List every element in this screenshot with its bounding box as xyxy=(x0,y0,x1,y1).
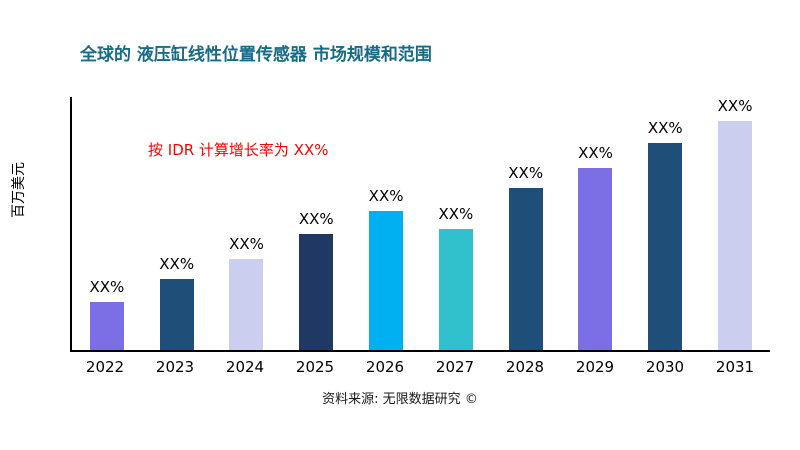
bar-2029 xyxy=(578,167,613,350)
bar-slot-2027: XX% xyxy=(421,97,491,350)
bar-slot-2024: XX% xyxy=(212,97,282,350)
bar-value-label-2028: XX% xyxy=(508,164,544,183)
bar-slot-2030: XX% xyxy=(630,97,700,350)
bar-2027 xyxy=(438,228,473,350)
bar-2026 xyxy=(369,210,404,350)
bar-value-label-2031: XX% xyxy=(717,97,753,115)
bar-value-label-2025: XX% xyxy=(298,209,334,228)
bar-slot-2028: XX% xyxy=(491,97,561,350)
bar-slot-2026: XX% xyxy=(351,97,421,350)
x-axis-tick-labels: 2022 2023 2024 2025 2026 2027 2028 2029 2030 2031 xyxy=(70,358,770,376)
bar-2025 xyxy=(299,233,334,350)
bar-value-label-2030: XX% xyxy=(647,118,683,137)
bar-2024 xyxy=(229,258,264,350)
bar-value-label-2023: XX% xyxy=(159,255,195,274)
bar-slot-2031: XX% xyxy=(700,97,770,350)
bar-2023 xyxy=(159,279,194,350)
bar-value-label-2027: XX% xyxy=(438,204,474,223)
growth-rate-annotation: 按 IDR 计算增长率为 XX% xyxy=(148,141,329,159)
bar-2031 xyxy=(718,121,753,350)
x-tick-2023: 2023 xyxy=(155,358,195,376)
bar-2022 xyxy=(89,301,124,350)
bar-slot-2025: XX% xyxy=(281,97,351,350)
source-caption: 资料来源: 无限数据研究 © xyxy=(322,392,478,407)
bar-value-label-2024: XX% xyxy=(229,234,264,253)
x-tick-2027: 2027 xyxy=(435,358,475,376)
y-axis-label: 百万美元 xyxy=(11,162,27,218)
bar-slot-2022: XX% xyxy=(72,97,142,350)
bar-value-label-2026: XX% xyxy=(368,186,404,205)
plot-area: 按 IDR 计算增长率为 XX% XX% XX% XX% XX% XX% XX% XX% XX… xyxy=(70,97,770,352)
bar-2030 xyxy=(648,142,683,350)
x-tick-2022: 2022 xyxy=(85,358,125,376)
bar-slot-2029: XX% xyxy=(561,97,631,350)
chart-title: 全球的 液压缸线性位置传感器 市场规模和范围 xyxy=(80,45,432,65)
x-tick-2031: 2031 xyxy=(715,358,755,376)
x-tick-2026: 2026 xyxy=(365,358,405,376)
x-tick-2025: 2025 xyxy=(295,358,335,376)
bar-value-label-2022: XX% xyxy=(89,277,125,296)
x-tick-2030: 2030 xyxy=(645,358,685,376)
x-tick-2028: 2028 xyxy=(505,358,545,376)
x-tick-2024: 2024 xyxy=(225,358,265,376)
bar-value-label-2029: XX% xyxy=(578,143,613,162)
bar-2028 xyxy=(508,188,543,350)
x-tick-2029: 2029 xyxy=(575,358,615,376)
bar-slot-2023: XX% xyxy=(142,97,212,350)
bars-container: XX% XX% XX% XX% XX% XX% XX% XX% XX% XX% xyxy=(72,97,770,350)
